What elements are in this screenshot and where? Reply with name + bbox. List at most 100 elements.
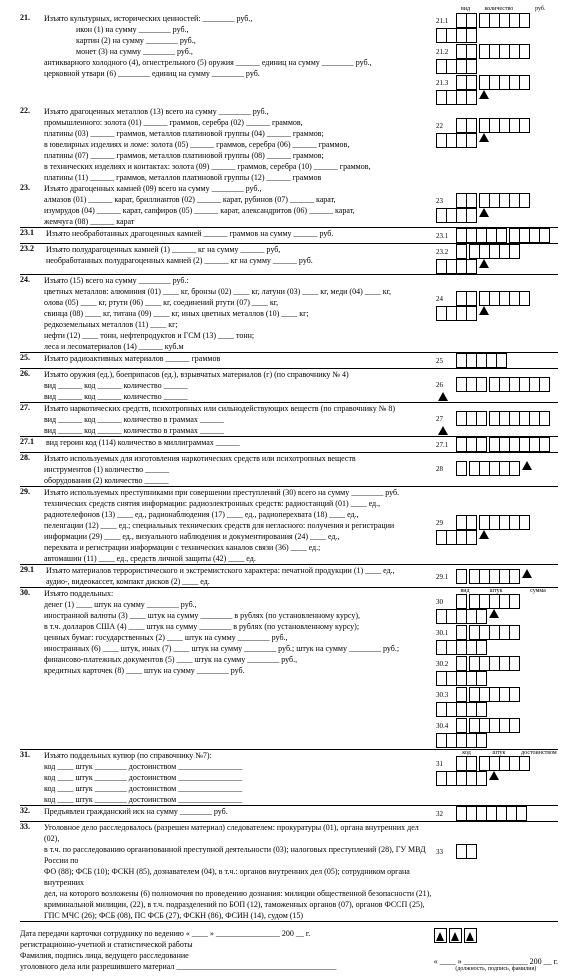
item-22-l1: промышленного: золота (01) ______ граммо… (44, 117, 432, 128)
item-30-num: 30. (20, 588, 44, 597)
item-29-num: 29. (20, 487, 44, 496)
rnum-24: 24 (436, 295, 456, 303)
item-31-l0: Изъято поддельных купюр (по справочнику … (44, 750, 432, 761)
rnum-33: 33 (436, 848, 456, 856)
item-21-l5: церковной утвари (6) ________ единиц на … (44, 68, 432, 79)
item-23-l3: жемчуга (08) ______ карат (44, 216, 432, 227)
item-24-l1: цветных металлов: алюминия (01) ____ кг,… (44, 286, 432, 297)
item-31-l3: код ____ штук ________ достоинством ____… (44, 783, 432, 794)
item-29-l4: информации (29) ____ ед., визуального на… (44, 531, 432, 542)
rnum-21-2: 21.2 (436, 48, 456, 56)
item-23-2-l1: необработанных полудрагоценных камней (2… (46, 255, 432, 266)
item-29-l3: пеленгации (12) ____ ед.; специальных те… (44, 520, 432, 531)
rnum-23: 23 (436, 197, 456, 205)
item-21-num: 21. (20, 13, 44, 22)
expand-icon[interactable] (489, 609, 499, 618)
footer-r1: « ____ » ________________ 200 __ г. (434, 957, 558, 966)
item-27-num: 27. (20, 403, 44, 412)
item-29-1-l1: аудио-, видеокассет, компакт дисков (2) … (46, 576, 432, 587)
item-24-l2: олова (05) ____ кг, ртути (06) ____ кг, … (44, 297, 432, 308)
item-24-l0: Изъято (15) всего на сумму ________ руб.… (44, 275, 432, 286)
item-29-l2: радиотелефонов (13) ____ ед., радионаблю… (44, 509, 432, 520)
rnum-27-1: 27.1 (436, 441, 456, 449)
expand-icon[interactable] (522, 569, 532, 578)
item-30-l2: иностранной валюты (3) ____ штук на сумм… (44, 610, 432, 621)
item-21-l4: антикварного холодного (4), огнестрельно… (44, 57, 432, 68)
footer-l4: уголовного дела или разрешившего материа… (20, 961, 434, 972)
expand-icon[interactable] (479, 208, 489, 217)
item-33-l3: дел, на которого возложены (6) полномочи… (44, 888, 432, 899)
item-32: Предъявлен гражданский иск на сумму ____… (44, 806, 436, 817)
rnum-30-3: 30.3 (436, 691, 456, 699)
footer-r2: (должность, подпись, фамилия) (434, 966, 558, 972)
item-33-num: 33. (20, 822, 44, 831)
item-22-l3: в ювелирных изделиях и ломе: золота (05)… (44, 139, 432, 150)
item-22-l2: платины (03) ______ граммов, металлов пл… (44, 128, 432, 139)
item-28-l0: Изъято используемых для изготовления нар… (44, 453, 432, 464)
item-26-l1: вид ______ код ______ количество ______ (44, 380, 432, 391)
triangles-icon (434, 928, 558, 943)
item-27-l0: Изъято наркотических средств, психотропн… (44, 403, 432, 414)
item-28-l1: инструментов (1) количество ______ (44, 464, 432, 475)
item-21-l2: картин (2) на сумму ________ руб., (44, 35, 432, 46)
item-31-l2: код ____ штук ________ достоинством ____… (44, 772, 432, 783)
rnum-30-1: 30.1 (436, 629, 456, 637)
item-29-l1: технических средств снятия информации: р… (44, 498, 432, 509)
item-30-l7: кредитных карточек (8) ____ штук на сумм… (44, 665, 432, 676)
rnum-28: 28 (436, 465, 456, 473)
rnum-23-1: 23.1 (436, 232, 456, 240)
rnum-30-2: 30.2 (436, 660, 456, 668)
item-29-l6: автомашин (11) ____ ед., средств личной … (44, 553, 432, 564)
rnum-31: 31 (436, 760, 456, 768)
rnum-32: 32 (436, 810, 456, 818)
item-33-l4: криминальной милиции, (22), в т.ч. подра… (44, 899, 432, 910)
footer-l3: Фамилия, подпись лица, ведущего расследо… (20, 950, 434, 961)
item-29-1-l0: Изъято материалов террористического и эк… (46, 565, 432, 576)
item-23-1: Изъято необработанных драгоценных камней… (46, 228, 436, 239)
expand-icon[interactable] (479, 90, 489, 99)
item-22-num: 22. (20, 106, 44, 115)
item-30-l0: Изъято поддельных: (44, 588, 432, 599)
item-23-num: 23. (20, 183, 44, 192)
item-33-l1: в т.ч. по расследованию организованной п… (44, 844, 432, 866)
item-29-l5: перехвата и регистрации информации с тех… (44, 542, 432, 553)
item-23-l2: изумрудов (04) ______ карат, сапфиров (0… (44, 205, 432, 216)
item-23-2-num: 23.2 (20, 244, 46, 253)
expand-icon[interactable] (522, 461, 532, 470)
expand-icon[interactable] (479, 133, 489, 142)
item-28-num: 28. (20, 453, 44, 462)
rnum-25: 25 (436, 357, 456, 365)
item-26-l0: Изъято оружия (ед.), боеприпасов (ед.), … (44, 369, 432, 380)
item-25-num: 25. (20, 353, 44, 362)
item-21-title: Изъято культурных, исторических ценносте… (44, 13, 432, 24)
rnum-21-3: 21.3 (436, 79, 456, 87)
item-30-l1: денег (1) ____ штук на сумму ________ ру… (44, 599, 432, 610)
item-26-l2: вид ______ код ______ количество ______ (44, 391, 432, 402)
item-23-2-l0: Изъято полудрагоценных камней (1) ______… (46, 244, 432, 255)
expand-icon[interactable] (438, 426, 448, 435)
item-29-1-num: 29.1 (20, 565, 46, 574)
rnum-22: 22 (436, 122, 456, 130)
footer-l2: регистрационно-учетной и статистической … (20, 939, 434, 950)
item-25: Изъято радиоактивных материалов ______ г… (44, 353, 436, 364)
expand-icon[interactable] (479, 530, 489, 539)
item-23-l1: алмазов (01) ______ карат, бриллиантов (… (44, 194, 432, 205)
rnum-30: 30 (436, 598, 456, 606)
item-21-l1: икон (1) на сумму ________ руб., (44, 24, 432, 35)
rnum-30-4: 30.4 (436, 722, 456, 730)
expand-icon[interactable] (479, 306, 489, 315)
expand-icon[interactable] (489, 771, 499, 780)
item-33-l5: ГПС МЧС (26); ФСБ (08), ПС ФСБ (27), ФСК… (44, 910, 432, 921)
item-30-l4: ценных бумаг: государственных (2) ____ ш… (44, 632, 432, 643)
item-33-l2: ФО (88); ФСБ (10); ФСКН (85), дознавател… (44, 866, 432, 888)
item-27-1: вид героин код (114) количество в миллиг… (46, 437, 436, 448)
item-32-num: 32. (20, 806, 44, 815)
item-33-l0: Уголовное дело расследовалось (разрешен … (44, 822, 432, 844)
expand-icon[interactable] (438, 392, 448, 401)
item-24-l6: леса и лесоматериалов (14) ______ куб.м (44, 341, 432, 352)
item-30-l3: в т.ч. долларов США (4) ____ штук на сум… (44, 621, 432, 632)
item-30-l6: финансово-платежных документов (5) ____ … (44, 654, 432, 665)
hdr-sum: сумма (518, 588, 558, 594)
expand-icon[interactable] (479, 259, 489, 268)
item-31-num: 31. (20, 750, 44, 759)
